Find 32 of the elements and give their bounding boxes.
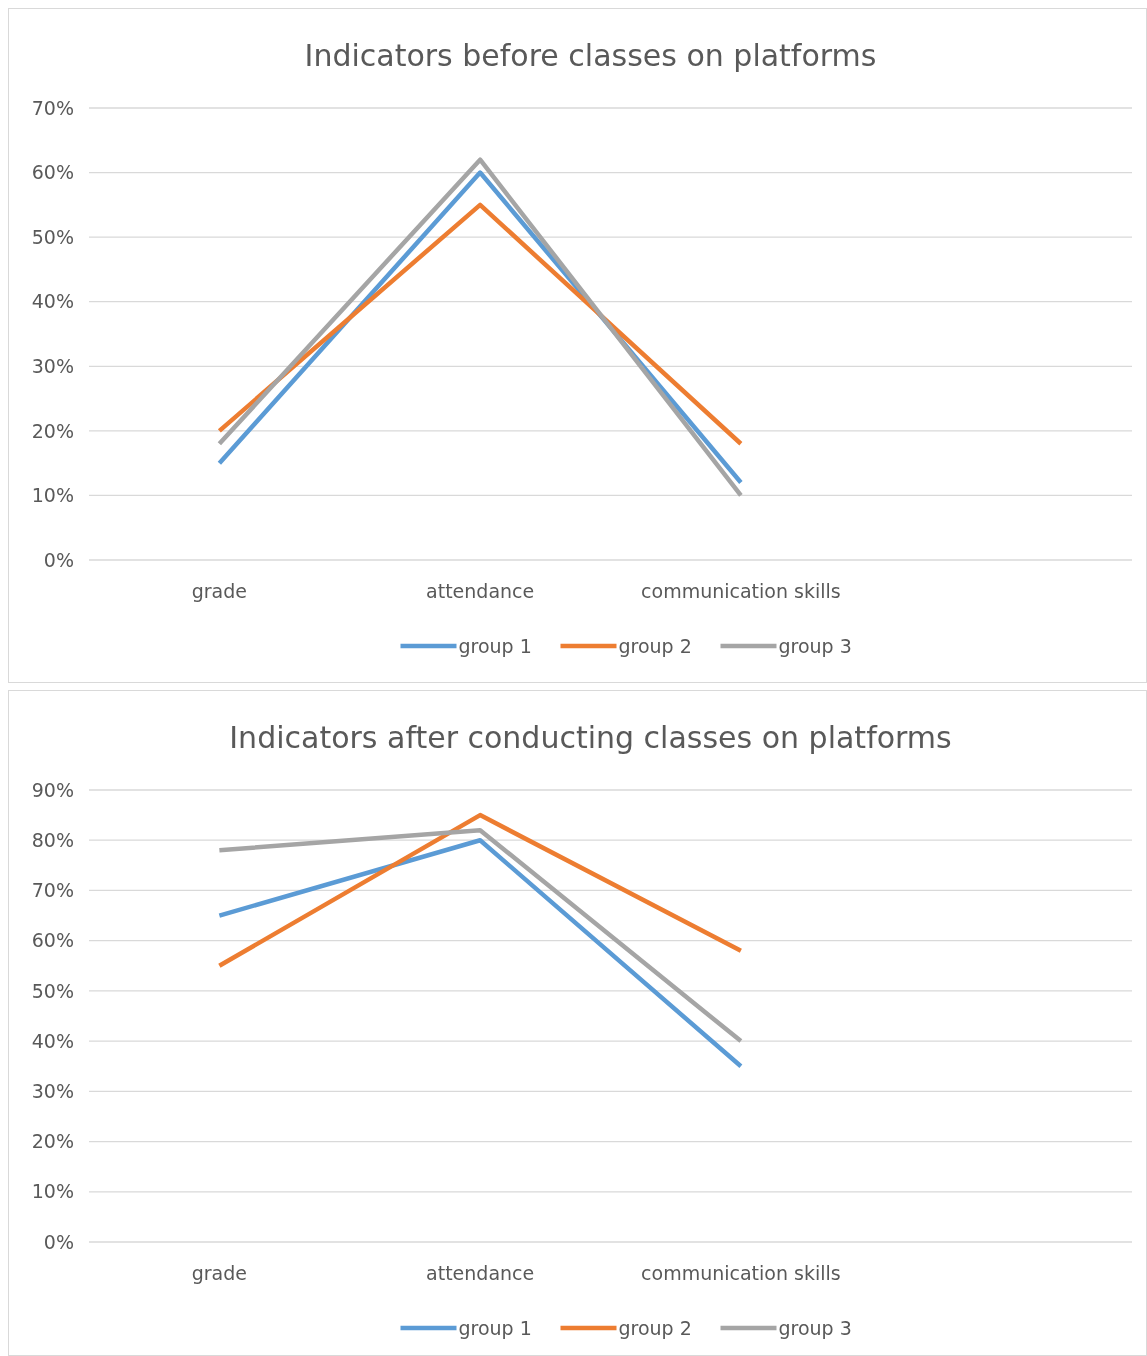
legend-label: group 1 <box>458 634 532 657</box>
y-tick-label: 50% <box>31 979 74 1002</box>
legend-label: group 3 <box>778 634 852 657</box>
y-tick-label: 60% <box>31 161 74 184</box>
x-tick-label: communication skills <box>641 580 841 602</box>
x-tick-label: grade <box>191 1262 248 1284</box>
y-tick-label: 50% <box>31 225 74 248</box>
y-tick-label: 40% <box>31 290 74 313</box>
x-tick-label: grade <box>191 580 248 602</box>
y-tick-label: 80% <box>31 828 74 851</box>
y-tick-label: 70% <box>31 879 74 902</box>
y-tick-label: 10% <box>31 484 74 507</box>
y-tick-label: 30% <box>31 1079 74 1102</box>
chart-title: Indicators after conducting classes on platforms <box>229 720 952 755</box>
y-tick-label: 70% <box>31 96 74 119</box>
y-tick-label: 90% <box>31 778 74 801</box>
legend-label: group 3 <box>778 1316 852 1339</box>
y-tick-label: 40% <box>31 1029 74 1052</box>
legend-label: group 2 <box>618 1316 692 1339</box>
y-tick-label: 30% <box>31 354 74 377</box>
y-tick-label: 0% <box>43 548 74 571</box>
y-tick-label: 60% <box>31 929 74 952</box>
chart-title: Indicators before classes on platforms <box>304 38 877 73</box>
x-tick-label: attendance <box>426 580 535 602</box>
y-tick-label: 0% <box>43 1230 74 1253</box>
y-tick-label: 10% <box>31 1180 74 1203</box>
x-tick-label: communication skills <box>641 1262 841 1284</box>
y-tick-label: 20% <box>31 419 74 442</box>
legend-label: group 2 <box>618 634 692 657</box>
y-tick-label: 20% <box>31 1130 74 1153</box>
legend-label: group 1 <box>458 1316 532 1339</box>
x-tick-label: attendance <box>426 1262 535 1284</box>
